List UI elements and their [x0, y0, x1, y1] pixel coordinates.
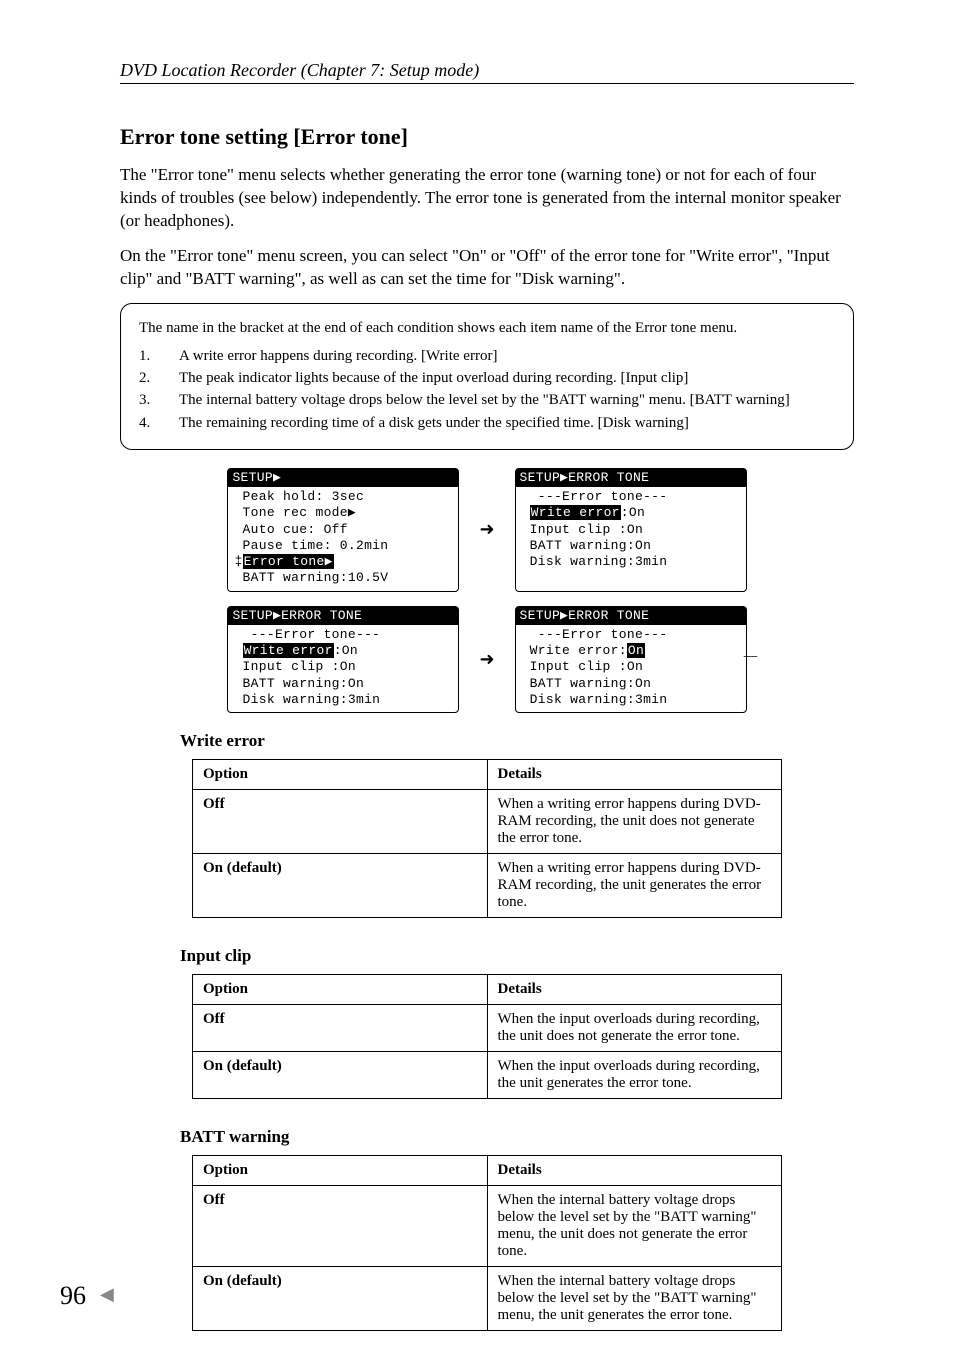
- table-cell: Off: [193, 1005, 488, 1052]
- note-num: 4.: [139, 413, 179, 433]
- subheading-input-clip: Input clip: [180, 946, 854, 966]
- note-list: 1.A write error happens during recording…: [139, 346, 835, 433]
- table-cell: Off: [193, 790, 488, 854]
- table-header: Details: [487, 1156, 782, 1186]
- lcd-title: SETUP▶ERROR TONE: [228, 607, 458, 625]
- section-title: Error tone setting [Error tone]: [120, 124, 854, 150]
- lcd-screen-3: SETUP▶ERROR TONE ---Error tone--- Write …: [227, 606, 459, 714]
- lcd-screen-4: SETUP▶ERROR TONE ---Error tone--- Write …: [515, 606, 747, 714]
- note-num: 2.: [139, 368, 179, 388]
- page-arrow-icon: ◀: [100, 1284, 114, 1305]
- table-input-clip: OptionDetails OffWhen the input overload…: [192, 974, 782, 1099]
- subheading-batt-warning: BATT warning: [180, 1127, 854, 1147]
- header-rule: DVD Location Recorder (Chapter 7: Setup …: [120, 60, 854, 84]
- table-cell: When the internal battery voltage drops …: [487, 1186, 782, 1267]
- note-text: The internal battery voltage drops below…: [179, 390, 835, 410]
- table-cell: When a writing error happens during DVD-…: [487, 790, 782, 854]
- note-text: The remaining recording time of a disk g…: [179, 413, 835, 433]
- table-cell: When the input overloads during recordin…: [487, 1005, 782, 1052]
- lcd-body: ---Error tone--- Write error:On Input cl…: [516, 487, 746, 574]
- table-header: Details: [487, 975, 782, 1005]
- lcd-screen-1: SETUP▶ Peak hold: 3sec Tone rec mode▶ Au…: [227, 468, 459, 592]
- table-cell: When the input overloads during recordin…: [487, 1052, 782, 1099]
- note-intro: The name in the bracket at the end of ea…: [139, 318, 835, 338]
- table-cell: On (default): [193, 854, 488, 918]
- lcd-body: Peak hold: 3sec Tone rec mode▶ Auto cue:…: [228, 487, 458, 591]
- arrow-icon: ➜: [479, 468, 494, 592]
- lcd-row-2: SETUP▶ERROR TONE ---Error tone--- Write …: [120, 606, 854, 714]
- table-cell: On (default): [193, 1052, 488, 1099]
- lcd-body: ---Error tone--- Write error:On Input cl…: [516, 625, 746, 712]
- lcd-title: SETUP▶: [228, 469, 458, 487]
- table-cell: When the internal battery voltage drops …: [487, 1267, 782, 1331]
- table-cell: Off: [193, 1186, 488, 1267]
- table-cell: When a writing error happens during DVD-…: [487, 854, 782, 918]
- para-1: The "Error tone" menu selects whether ge…: [120, 164, 854, 233]
- table-cell: On (default): [193, 1267, 488, 1331]
- running-header: DVD Location Recorder (Chapter 7: Setup …: [120, 60, 479, 80]
- page-number: 96: [60, 1281, 86, 1311]
- lcd-title: SETUP▶ERROR TONE: [516, 469, 746, 487]
- note-num: 3.: [139, 390, 179, 410]
- lcd-title: SETUP▶ERROR TONE: [516, 607, 746, 625]
- note-box: The name in the bracket at the end of ea…: [120, 303, 854, 450]
- annotation-line: ──: [744, 653, 758, 667]
- table-header: Option: [193, 975, 488, 1005]
- table-write-error: OptionDetails OffWhen a writing error ha…: [192, 759, 782, 918]
- para-2: On the "Error tone" menu screen, you can…: [120, 245, 854, 291]
- note-text: The peak indicator lights because of the…: [179, 368, 835, 388]
- arrow-icon: ➜: [479, 606, 494, 714]
- table-header: Details: [487, 760, 782, 790]
- table-batt-warning: OptionDetails OffWhen the internal batte…: [192, 1155, 782, 1331]
- subheading-write-error: Write error: [180, 731, 854, 751]
- lcd-row-1: SETUP▶ Peak hold: 3sec Tone rec mode▶ Au…: [120, 468, 854, 592]
- table-header: Option: [193, 760, 488, 790]
- note-text: A write error happens during recording. …: [179, 346, 835, 366]
- lcd-body: ---Error tone--- Write error:On Input cl…: [228, 625, 458, 712]
- note-num: 1.: [139, 346, 179, 366]
- table-header: Option: [193, 1156, 488, 1186]
- lcd-screen-2: SETUP▶ERROR TONE ---Error tone--- Write …: [515, 468, 747, 592]
